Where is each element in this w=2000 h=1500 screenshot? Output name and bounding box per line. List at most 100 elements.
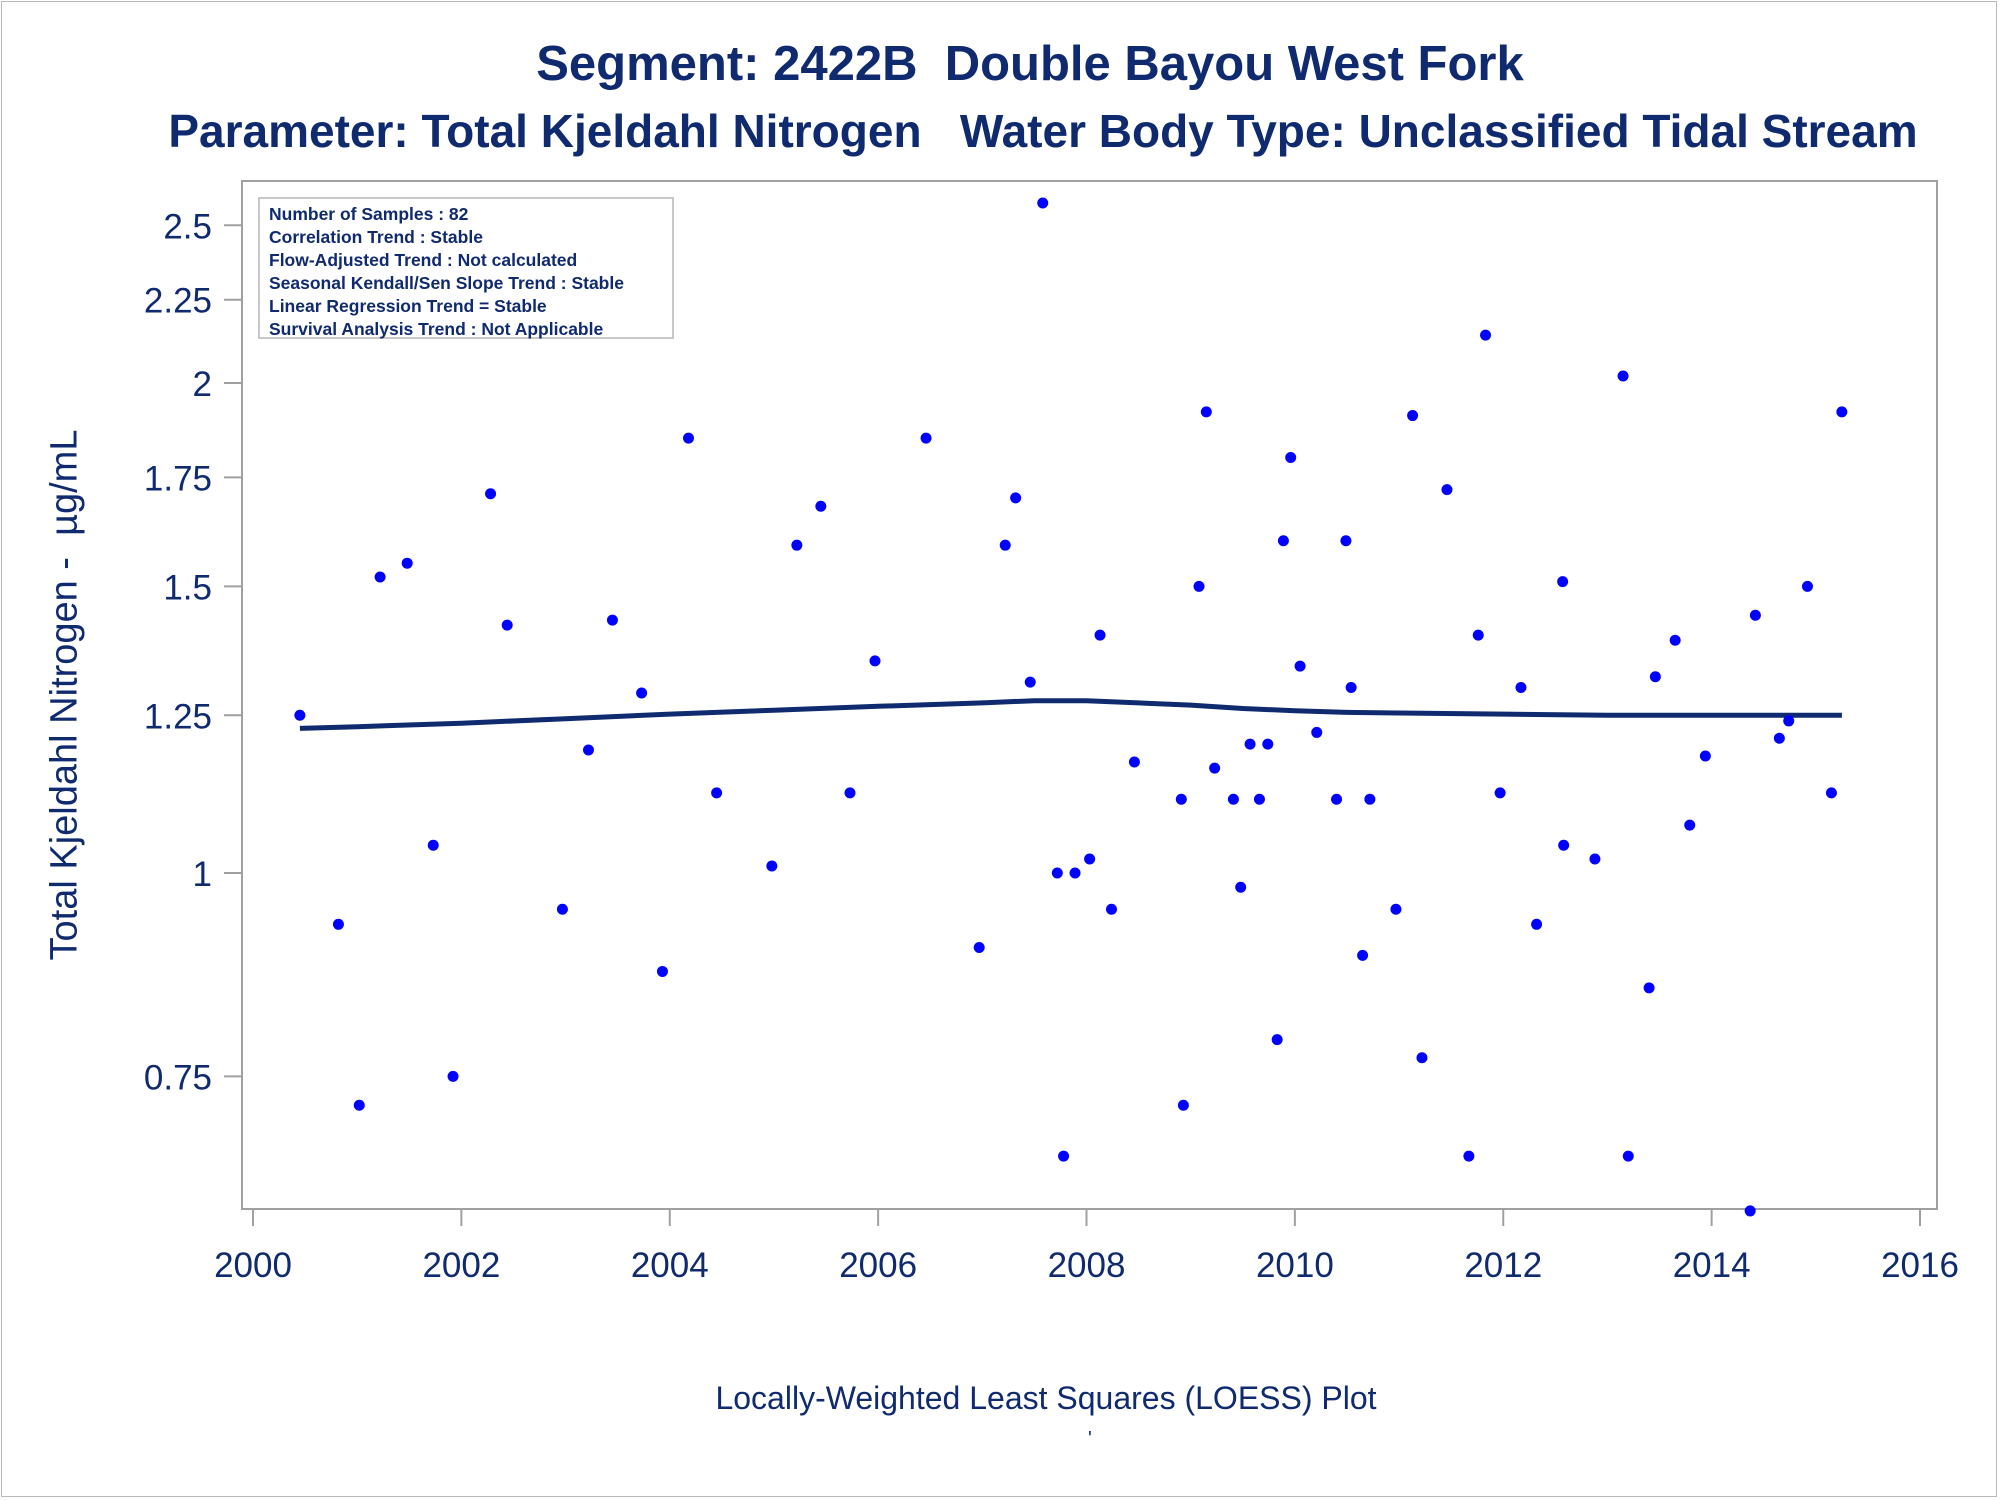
data-points — [294, 197, 1848, 1217]
data-point — [1801, 580, 1813, 592]
data-point — [1463, 1150, 1475, 1162]
x-tick-label: 2012 — [1464, 1246, 1542, 1285]
data-point — [1271, 1034, 1283, 1046]
data-point — [1558, 839, 1570, 851]
data-point — [815, 500, 827, 512]
y-tick-label: 2 — [193, 365, 212, 404]
data-point — [1441, 484, 1453, 496]
footnote-mark: ' — [1088, 1428, 1092, 1450]
data-point — [869, 655, 881, 667]
data-point — [1364, 793, 1376, 805]
data-point — [920, 432, 932, 444]
data-point — [353, 1099, 365, 1111]
x-tick-label: 2016 — [1881, 1246, 1959, 1285]
data-point — [1285, 451, 1297, 463]
data-point — [1058, 1150, 1070, 1162]
data-point — [1244, 738, 1256, 750]
data-point — [683, 432, 695, 444]
data-point — [1472, 629, 1484, 641]
data-point — [427, 839, 439, 851]
data-point — [1836, 406, 1848, 418]
y-tick-label: 1.25 — [144, 697, 212, 736]
chart-footnote: Locally-Weighted Least Squares (LOESS) P… — [715, 1380, 1377, 1416]
data-point — [1345, 682, 1357, 694]
data-point — [1051, 867, 1063, 879]
data-point — [501, 619, 513, 631]
data-point — [1684, 819, 1696, 831]
legend-line-flow-adjusted: Flow-Adjusted Trend : Not calculated — [269, 250, 578, 270]
data-point — [1227, 793, 1239, 805]
data-point — [1253, 793, 1265, 805]
x-axis: 2000 2002 2004 2006 2008 2010 2012 2014 2016 — [214, 1209, 1959, 1285]
trend-summary-box: Number of Samples : 82 Correlation Trend… — [258, 197, 674, 339]
data-point — [485, 488, 497, 500]
data-point — [332, 918, 344, 930]
data-point — [1643, 982, 1655, 994]
data-point — [1311, 726, 1323, 738]
data-point — [447, 1070, 459, 1082]
x-tick-label: 2014 — [1673, 1246, 1751, 1285]
y-tick-label: 1 — [193, 855, 212, 894]
legend-line-correlation: Correlation Trend : Stable — [269, 227, 483, 247]
data-point — [1649, 671, 1661, 683]
data-point — [1262, 738, 1274, 750]
data-point — [1783, 715, 1795, 727]
x-tick-label: 2002 — [422, 1246, 500, 1285]
data-point — [1390, 903, 1402, 915]
data-point — [1744, 1205, 1756, 1217]
data-point — [1357, 949, 1369, 961]
data-point — [711, 787, 723, 799]
data-point — [1669, 634, 1681, 646]
plot-area — [241, 180, 1938, 1210]
data-point — [656, 965, 668, 977]
data-point — [973, 941, 985, 953]
data-point — [1010, 492, 1022, 504]
data-point — [1175, 793, 1187, 805]
legend-line-survival: Survival Analysis Trend : Not Applicable — [269, 319, 604, 339]
legend-line-samples: Number of Samples : 82 — [269, 204, 469, 224]
y-tick-label: 2.25 — [144, 282, 212, 321]
y-tick-label: 1.5 — [163, 568, 212, 607]
data-point — [1209, 762, 1221, 774]
data-point — [401, 557, 413, 569]
data-point — [1617, 370, 1629, 382]
data-point — [636, 687, 648, 699]
data-point — [1277, 535, 1289, 547]
data-point — [1340, 535, 1352, 547]
data-point — [1557, 576, 1569, 588]
data-point — [1200, 406, 1212, 418]
data-point — [1084, 853, 1096, 865]
legend-line-seasonal-kendall: Seasonal Kendall/Sen Slope Trend : Stabl… — [269, 273, 624, 293]
x-tick-label: 2010 — [1256, 1246, 1334, 1285]
data-point — [1749, 609, 1761, 621]
data-point — [606, 614, 618, 626]
data-point — [1024, 676, 1036, 688]
data-point — [766, 860, 778, 872]
x-tick-label: 2000 — [214, 1246, 292, 1285]
data-point — [999, 539, 1011, 551]
chart-subtitle: Parameter: Total Kjeldahl Nitrogen Water… — [168, 105, 1918, 157]
data-point — [1331, 793, 1343, 805]
y-tick-label: 2.5 — [163, 207, 212, 246]
legend-line-linear-regression: Linear Regression Trend = Stable — [269, 296, 547, 316]
data-point — [1177, 1099, 1189, 1111]
data-point — [1589, 853, 1601, 865]
data-point — [294, 709, 306, 721]
chart-title: Segment: 2422B Double Bayou West Fork — [536, 37, 1524, 91]
data-point — [1106, 903, 1118, 915]
data-point — [1494, 787, 1506, 799]
data-point — [1294, 660, 1306, 672]
data-point — [1416, 1052, 1428, 1064]
x-tick-label: 2006 — [839, 1246, 917, 1285]
data-point — [1235, 881, 1247, 893]
data-point — [791, 539, 803, 551]
data-point — [1699, 750, 1711, 762]
y-tick-label: 1.75 — [144, 459, 212, 498]
data-point — [1622, 1150, 1634, 1162]
loess-line — [299, 698, 1842, 731]
data-point — [1515, 682, 1527, 694]
data-point — [1069, 867, 1081, 879]
data-point — [1128, 756, 1140, 768]
